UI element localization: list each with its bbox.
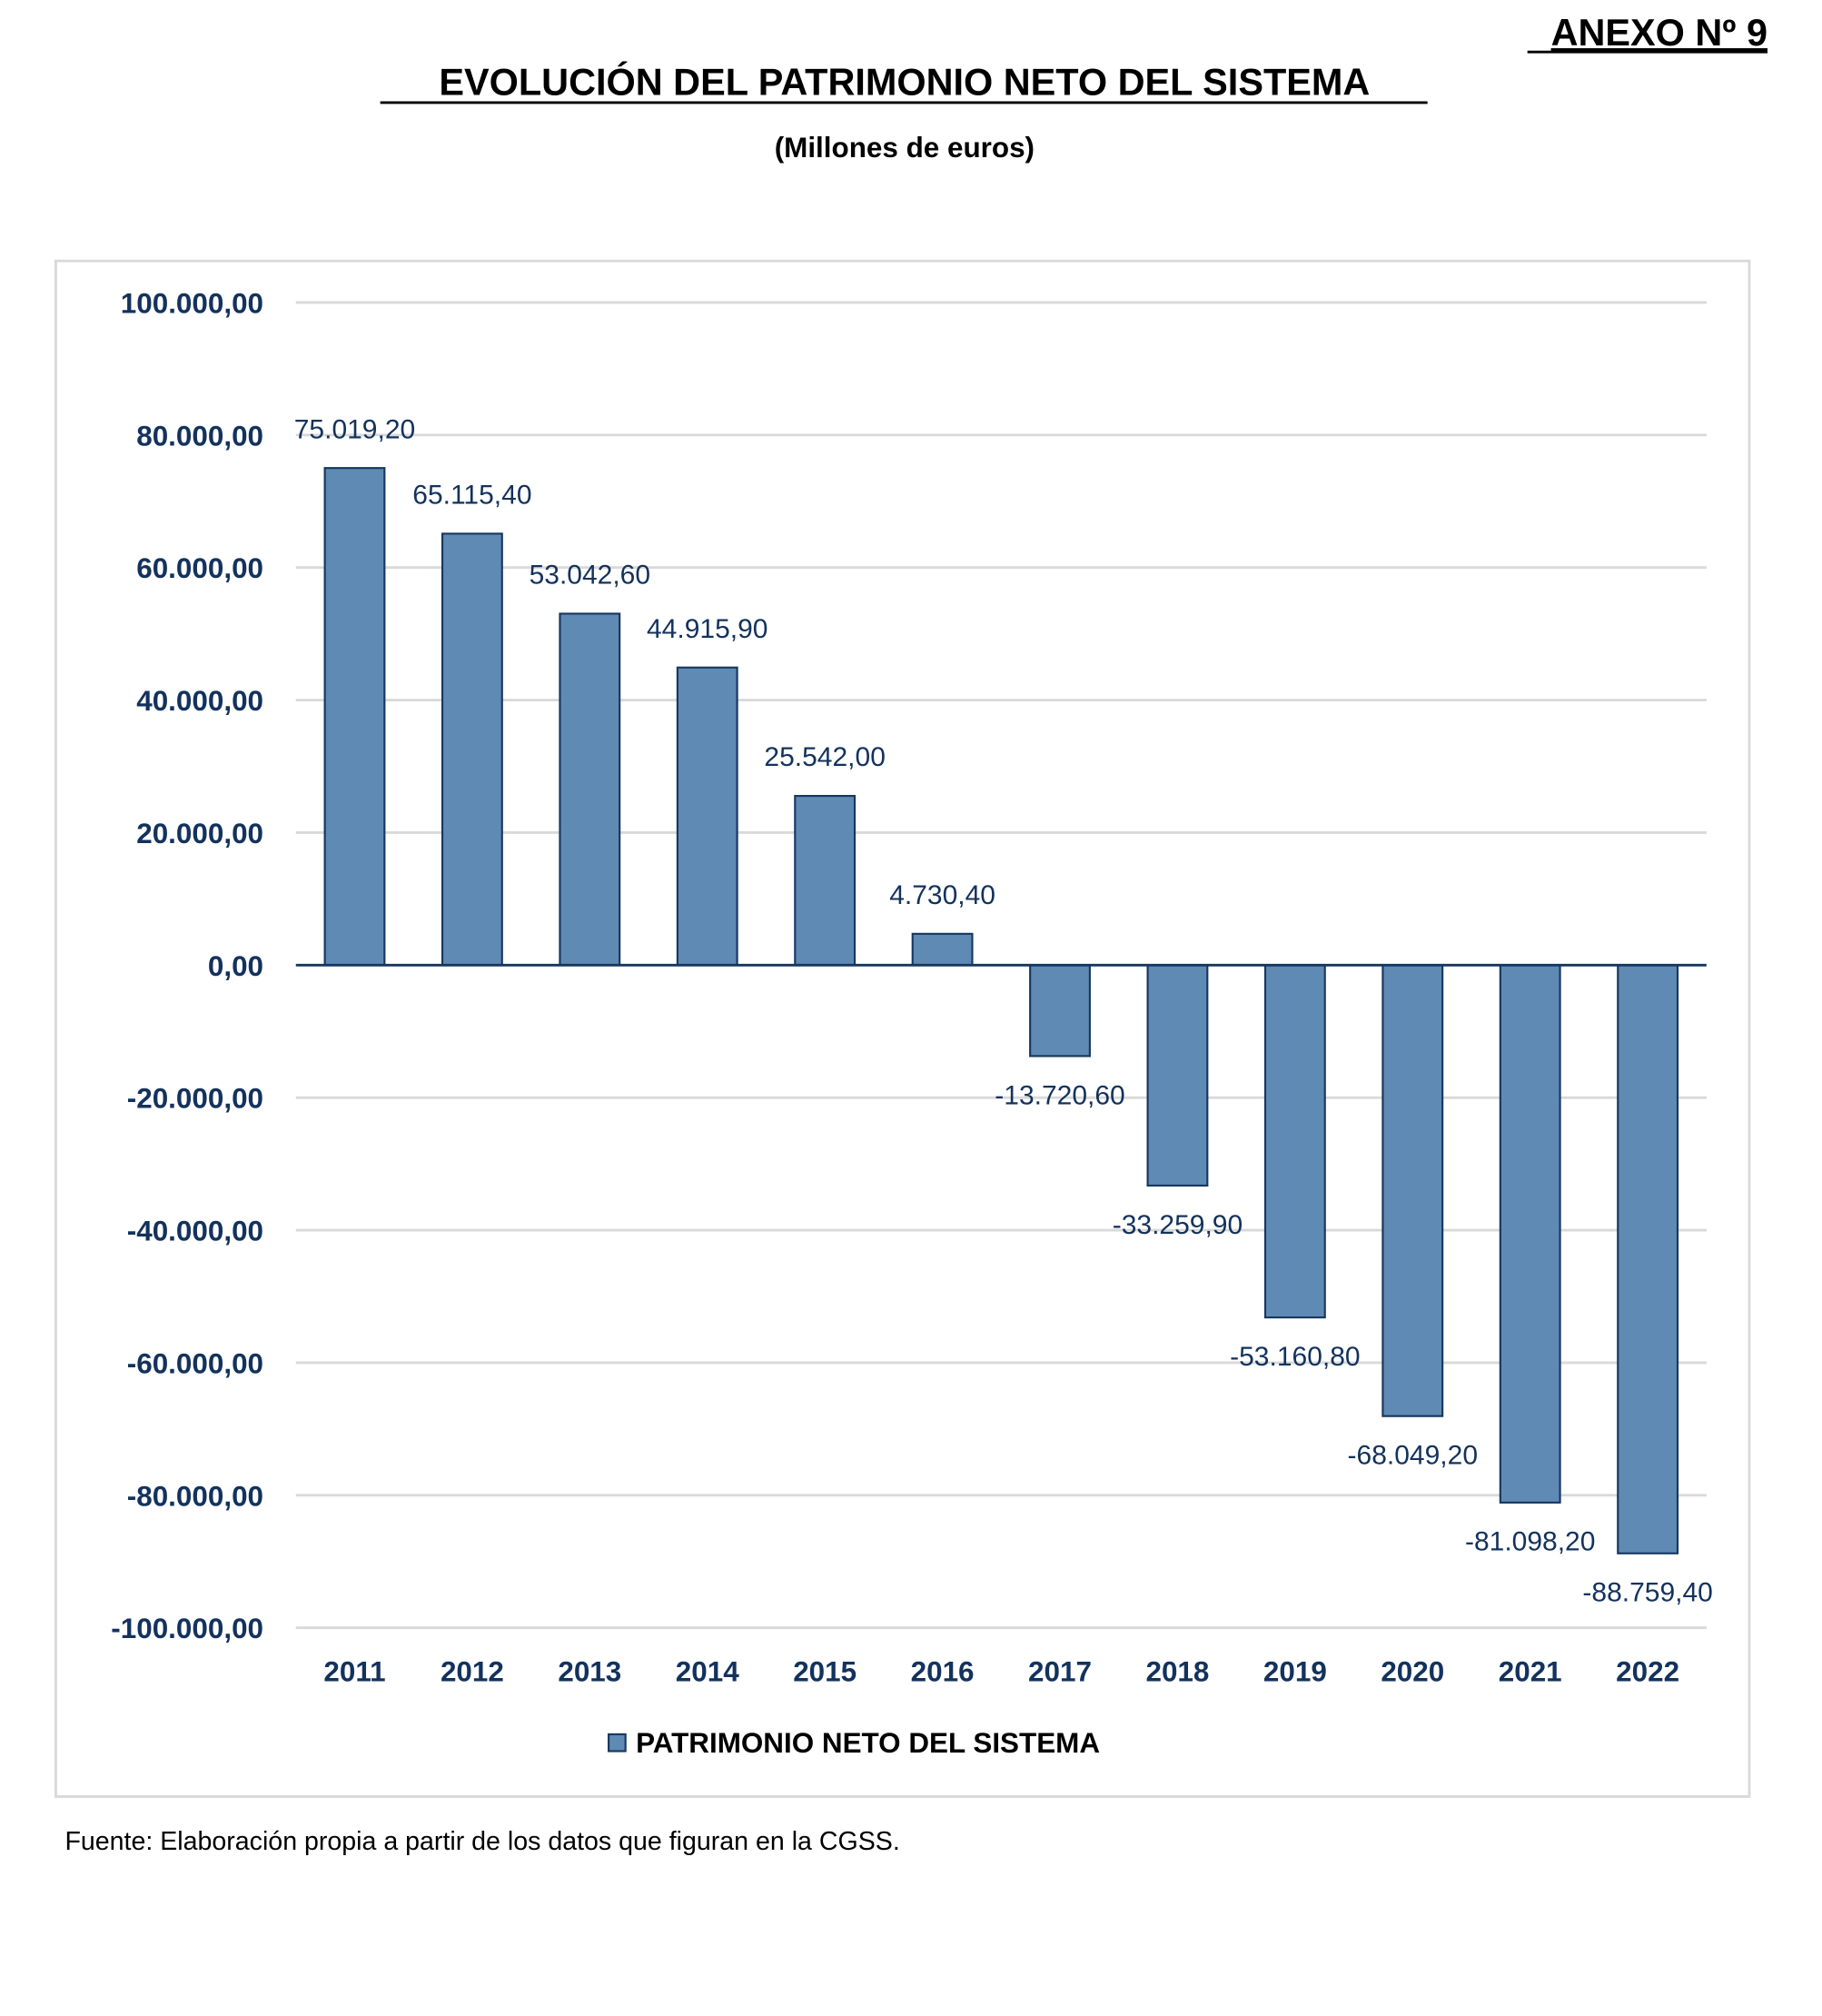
- x-tick-label: 2011: [323, 1655, 385, 1687]
- bar-2020: [1381, 964, 1444, 1417]
- x-tick-label: 2017: [1028, 1655, 1092, 1687]
- x-tick-label: 2020: [1381, 1655, 1444, 1687]
- data-label: 4.730,40: [889, 880, 995, 910]
- x-tick-label: 2013: [558, 1655, 621, 1687]
- data-label: -13.720,60: [995, 1080, 1124, 1110]
- data-label: 53.042,60: [530, 561, 650, 591]
- y-axis-labels: 100.000,00 80.000,00 60.000,00 40.000,00 20.…: [111, 287, 263, 1644]
- y-tick-label: -40.000,00: [127, 1216, 263, 1247]
- y-tick-label: -100.000,00: [111, 1613, 263, 1644]
- annex-label: ANEXO Nº 9: [1551, 11, 1768, 54]
- chart-frame: [54, 259, 1751, 1798]
- bar-2017: [1029, 964, 1091, 1058]
- bars: [323, 467, 1679, 1554]
- x-tick-label: 2012: [441, 1655, 504, 1687]
- x-tick-label: 2015: [793, 1655, 857, 1687]
- x-tick-label: 2022: [1616, 1655, 1679, 1687]
- data-label: -88.759,40: [1582, 1578, 1712, 1608]
- bar-2014: [676, 666, 738, 967]
- x-tick-label: 2016: [911, 1655, 975, 1687]
- bar-2011: [323, 467, 386, 967]
- chart-subtitle: (Millones de euros): [775, 132, 1035, 164]
- y-tick-label: 0,00: [208, 950, 263, 982]
- y-tick-label: -80.000,00: [127, 1480, 263, 1512]
- data-label: 75.019,20: [294, 414, 415, 444]
- bar-2012: [441, 532, 503, 967]
- legend-label: PATRIMONIO NETO DEL SISTEMA: [636, 1727, 1100, 1759]
- y-tick-label: 60.000,00: [136, 552, 263, 584]
- x-axis-labels: 2011 2012 2013 2014 2015 2016 2017 2018 2019 2020…: [323, 1655, 1679, 1687]
- bar-2015: [794, 794, 857, 967]
- data-label: 25.542,00: [764, 742, 885, 772]
- data-label: 65.115,40: [412, 481, 531, 511]
- data-label: -68.049,20: [1348, 1441, 1478, 1471]
- x-tick-label: 2021: [1499, 1655, 1562, 1687]
- legend-swatch: [608, 1733, 627, 1753]
- bar-2018: [1146, 964, 1209, 1187]
- y-tick-label: 100.000,00: [121, 287, 263, 319]
- y-tick-label: -60.000,00: [127, 1347, 263, 1379]
- bar-2013: [559, 612, 621, 967]
- gridlines: [295, 301, 1707, 1630]
- data-label: -81.098,20: [1465, 1527, 1595, 1557]
- chart-title: EVOLUCIÓN DEL PATRIMONIO NETO DEL SISTEM…: [439, 60, 1370, 103]
- bar-2022: [1617, 964, 1679, 1554]
- data-labels: 75.019,20 65.115,40 53.042,60 44.915,90 25.5…: [294, 414, 1713, 1607]
- x-tick-label: 2018: [1145, 1655, 1209, 1687]
- y-tick-label: -20.000,00: [127, 1083, 263, 1115]
- data-label: -33.259,90: [1113, 1210, 1243, 1240]
- bar-2021: [1499, 964, 1561, 1504]
- x-tick-label: 2019: [1263, 1655, 1327, 1687]
- y-tick-label: 40.000,00: [136, 685, 263, 717]
- bar-2016: [911, 932, 974, 967]
- footer-source: Fuente: Elaboración propia a partir de l…: [64, 1827, 899, 1856]
- data-label: -53.160,80: [1230, 1342, 1360, 1372]
- y-tick-label: 80.000,00: [136, 420, 263, 452]
- bar-2019: [1263, 964, 1326, 1319]
- x-tick-label: 2014: [676, 1655, 739, 1687]
- data-label: 44.915,90: [647, 614, 767, 644]
- y-tick-label: 20.000,00: [136, 818, 263, 849]
